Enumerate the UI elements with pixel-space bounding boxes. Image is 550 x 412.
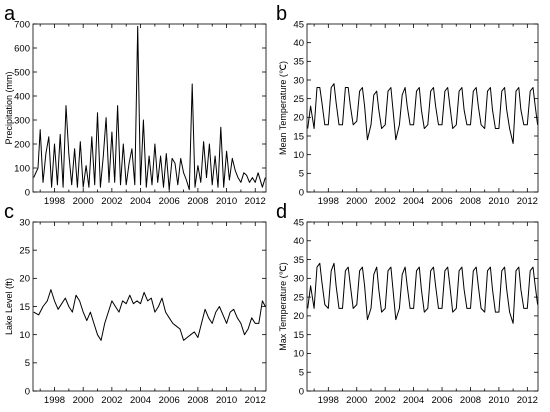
x-tick-label: 2012 <box>517 196 538 207</box>
x-tick-label: 2002 <box>375 395 396 406</box>
y-tick-label: 0 <box>299 386 304 397</box>
x-tick-label: 2006 <box>159 196 180 207</box>
plot-frame <box>32 23 267 193</box>
x-tick-label: 2002 <box>101 196 122 207</box>
panel-a: a 0 100 200 300 400 500 600 700 1998 2000 2002 2004 2… <box>4 3 267 207</box>
series-line-b <box>307 83 539 144</box>
y-tick-label: 35 <box>293 255 304 266</box>
panel-b: b 0 5 10 15 20 25 30 35 40 45 1998 2000 2002 2004 2006 2… <box>276 3 539 207</box>
x-tick-label: 2012 <box>245 196 266 207</box>
x-tick-label: 2004 <box>403 395 424 406</box>
x-tick-label: 2008 <box>460 395 481 406</box>
panel-c: c 0 5 10 15 20 25 30 1998 2000 2002 2004 2006 2008 201… <box>4 201 267 406</box>
x-tick-label: 2012 <box>517 395 538 406</box>
plot-frame <box>306 221 539 392</box>
y-tick-label: 30 <box>293 75 304 86</box>
x-tick-label: 2006 <box>431 395 452 406</box>
y-tick-label: 25 <box>19 245 30 256</box>
x-tick-label: 2004 <box>403 196 424 207</box>
x-tick-label: 2000 <box>346 196 367 207</box>
y-tick-label: 700 <box>14 19 30 30</box>
x-tick-label: 2006 <box>431 196 452 207</box>
y-tick-label: 40 <box>293 236 304 247</box>
x-tick-label: 2000 <box>73 196 94 207</box>
x-tick-label: 2002 <box>375 196 396 207</box>
y-tick-label: 30 <box>19 217 30 228</box>
x-tick-label: 2000 <box>73 395 94 406</box>
y-tick-label: 20 <box>293 113 304 124</box>
plot-frame <box>32 221 267 392</box>
x-tick-label: 1998 <box>318 196 339 207</box>
y-axis-label: Mean Temperature (℃) <box>278 61 288 155</box>
x-tick-label: 2004 <box>130 196 151 207</box>
y-tick-label: 20 <box>293 311 304 322</box>
panel-letter-b: b <box>276 3 287 25</box>
x-tick-label: 2010 <box>216 395 237 406</box>
y-tick-label: 20 <box>19 274 30 285</box>
y-tick-label: 10 <box>19 330 30 341</box>
x-tick-label: 2002 <box>101 395 122 406</box>
y-tick-label: 200 <box>14 139 30 150</box>
y-tick-label: 500 <box>14 67 30 78</box>
panel-letter-c: c <box>4 201 14 223</box>
y-axis-label: Lake Level (ft) <box>4 278 14 335</box>
y-axis-label: Max Temperature (℃) <box>278 262 288 350</box>
y-tick-label: 10 <box>293 349 304 360</box>
x-tick-label: 2008 <box>187 196 208 207</box>
y-tick-label: 30 <box>293 274 304 285</box>
y-tick-label: 600 <box>14 43 30 54</box>
x-tick-label: 2008 <box>460 196 481 207</box>
series-line-a <box>33 25 266 191</box>
y-tick-label: 25 <box>293 94 304 105</box>
x-tick-label: 2006 <box>159 395 180 406</box>
y-tick-label: 10 <box>293 150 304 161</box>
y-tick-label: 300 <box>14 115 30 126</box>
panel-letter-d: d <box>276 201 287 223</box>
x-tick-label: 1998 <box>44 196 65 207</box>
y-tick-label: 45 <box>293 217 304 228</box>
y-tick-label: 40 <box>293 38 304 49</box>
y-tick-label: 0 <box>25 386 30 397</box>
x-tick-label: 2010 <box>488 395 509 406</box>
x-tick-label: 2004 <box>130 395 151 406</box>
y-tick-label: 35 <box>293 57 304 68</box>
x-tick-label: 2010 <box>488 196 509 207</box>
panel-d: d 0 5 10 15 20 25 30 35 40 45 1998 2000 2002 2004 2006 2… <box>276 201 539 406</box>
series-line-c <box>33 289 266 341</box>
y-tick-label: 15 <box>293 131 304 142</box>
y-tick-label: 400 <box>14 91 30 102</box>
x-tick-label: 1998 <box>44 395 65 406</box>
y-tick-label: 45 <box>293 19 304 30</box>
plot-frame <box>306 23 539 193</box>
y-tick-label: 100 <box>14 163 30 174</box>
y-tick-label: 5 <box>25 358 30 369</box>
x-tick-label: 1998 <box>318 395 339 406</box>
y-tick-label: 5 <box>299 169 304 180</box>
panel-letter-a: a <box>4 3 16 25</box>
x-tick-label: 2008 <box>187 395 208 406</box>
series-line-d <box>307 262 539 324</box>
y-tick-label: 15 <box>19 302 30 313</box>
y-tick-label: 25 <box>293 292 304 303</box>
y-tick-label: 0 <box>299 187 304 198</box>
y-axis-label: Precipitation (mm) <box>4 71 14 144</box>
x-tick-label: 2010 <box>216 196 237 207</box>
x-tick-label: 2000 <box>346 395 367 406</box>
y-tick-label: 5 <box>299 368 304 379</box>
y-tick-label: 0 <box>25 187 30 198</box>
x-tick-label: 2012 <box>245 395 266 406</box>
y-tick-label: 15 <box>293 330 304 341</box>
